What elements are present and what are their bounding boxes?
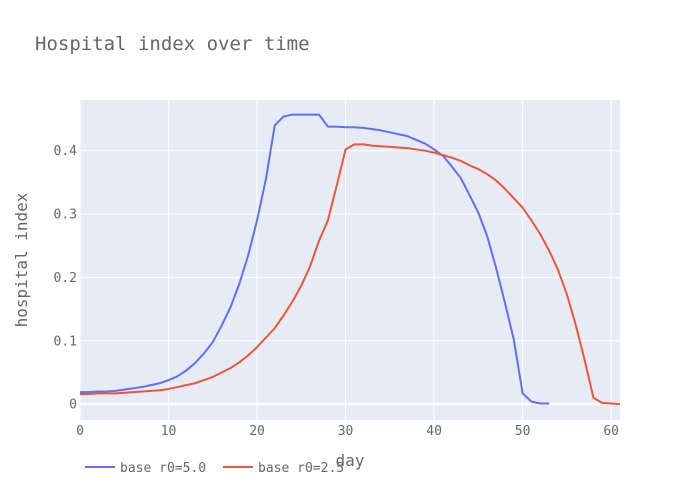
plot-area (80, 100, 620, 420)
x-tick-label: 20 (249, 424, 265, 439)
x-tick-label: 40 (426, 424, 442, 439)
y-tick-label: 0 (69, 398, 77, 413)
y-tick-label: 0.1 (54, 334, 77, 349)
legend-item-2[interactable]: base r0=2.5 (223, 461, 344, 476)
series-lines[interactable] (80, 113, 621, 406)
y-tick-label: 0.3 (54, 208, 77, 223)
x-tick-label: 10 (161, 424, 177, 439)
legend-item-1[interactable]: base r0=5.0 (85, 461, 206, 476)
legend-label: base r0=2.5 (258, 461, 344, 476)
axis-ticks: 0 10 20 30 40 50 60 0 0.1 0.2 0.3 0.4 (54, 144, 619, 439)
x-tick-label: 0 (76, 424, 84, 439)
legend-label: base r0=5.0 (120, 461, 206, 476)
chart-title: Hospital index over time (35, 33, 310, 55)
x-tick-label: 50 (515, 424, 531, 439)
y-tick-label: 0.4 (54, 144, 78, 159)
legend[interactable]: base r0=5.0 base r0=2.5 (85, 461, 344, 476)
series-line-2[interactable] (80, 143, 621, 406)
y-axis-title: hospital index (12, 192, 31, 327)
series-line-1[interactable] (80, 113, 550, 405)
y-tick-label: 0.2 (54, 271, 77, 286)
x-axis-title: day (336, 451, 365, 470)
x-tick-label: 30 (338, 424, 354, 439)
x-tick-label: 60 (603, 424, 619, 439)
